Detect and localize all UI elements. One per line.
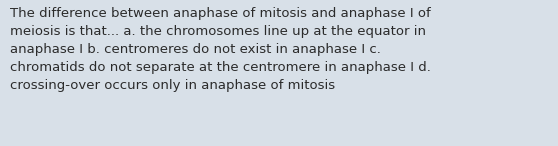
Text: The difference between anaphase of mitosis and anaphase I of
meiosis is that... : The difference between anaphase of mitos… [10,7,431,92]
